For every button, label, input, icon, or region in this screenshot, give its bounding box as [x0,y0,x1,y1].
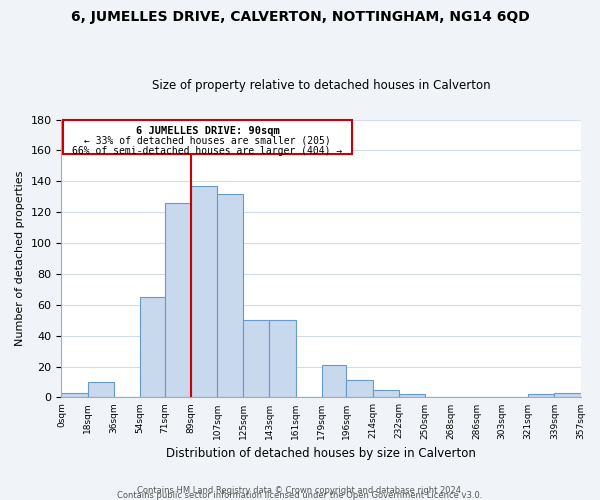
Bar [217,194,243,398]
Bar [346,380,373,398]
Bar [243,320,269,398]
Bar [191,186,217,398]
Bar [269,320,296,398]
X-axis label: Distribution of detached houses by size in Calverton: Distribution of detached houses by size … [166,447,476,460]
Text: Contains public sector information licensed under the Open Government Licence v3: Contains public sector information licen… [118,491,482,500]
Bar [164,203,191,398]
Y-axis label: Number of detached properties: Number of detached properties [15,171,25,346]
Text: 6 JUMELLES DRIVE: 90sqm: 6 JUMELLES DRIVE: 90sqm [136,126,280,136]
Bar [373,390,399,398]
Bar [528,394,554,398]
Text: 6, JUMELLES DRIVE, CALVERTON, NOTTINGHAM, NG14 6QD: 6, JUMELLES DRIVE, CALVERTON, NOTTINGHAM… [71,10,529,24]
Bar [399,394,425,398]
Bar [322,365,346,398]
Bar [554,393,581,398]
Title: Size of property relative to detached houses in Calverton: Size of property relative to detached ho… [152,79,490,92]
Bar [88,382,114,398]
Bar [140,297,164,398]
Text: Contains HM Land Registry data © Crown copyright and database right 2024.: Contains HM Land Registry data © Crown c… [137,486,463,495]
Bar [61,393,88,398]
Text: 66% of semi-detached houses are larger (404) →: 66% of semi-detached houses are larger (… [73,146,343,156]
FancyBboxPatch shape [63,120,352,154]
Text: ← 33% of detached houses are smaller (205): ← 33% of detached houses are smaller (20… [84,136,331,146]
